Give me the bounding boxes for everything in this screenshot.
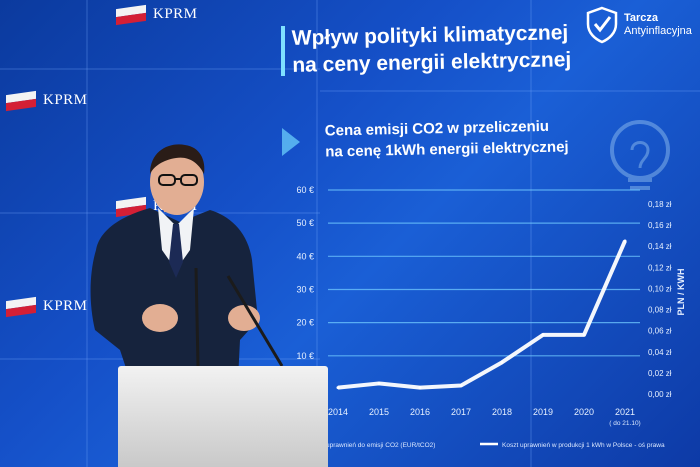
x-tick-label: 2020 xyxy=(574,407,594,417)
series-point xyxy=(459,384,463,388)
y-tick-label-left: 50 € xyxy=(296,218,314,228)
x-tick-label: 2019 xyxy=(533,407,553,417)
legend-right: Koszt uprawnień w produkcji 1 kWh w Pols… xyxy=(502,442,665,449)
y-tick-label-right: 0,18 zł xyxy=(648,200,672,209)
legend-left: uprawnień do emisji CO2 (EUR/tCO2) xyxy=(326,442,435,449)
x-tick-label: 2015 xyxy=(369,407,389,417)
speaker-left-hand xyxy=(142,304,178,332)
series-point xyxy=(623,239,627,243)
y-tick-label-right: 0,06 zł xyxy=(648,327,672,336)
y-tick-label-right: 0,12 zł xyxy=(648,263,672,272)
y-tick-label-right: 0,00 zł xyxy=(648,390,672,399)
tarcza-title: Tarcza xyxy=(624,12,659,24)
podium xyxy=(118,366,328,467)
series-line xyxy=(337,240,627,390)
series-point xyxy=(336,386,340,390)
y-axis-label-right: PLN / KWH xyxy=(676,269,686,316)
kprm-logo-text: KPRM xyxy=(153,6,198,22)
chevron-right-icon xyxy=(282,128,300,156)
x-tick-label: 2017 xyxy=(451,407,471,417)
title-accent-bar xyxy=(281,26,285,76)
y-tick-label-left: 60 € xyxy=(296,185,314,195)
y-tick-label-left: 10 € xyxy=(296,351,314,361)
tarcza-shield-icon xyxy=(586,6,618,44)
x-tick-note: ( do 21.10) xyxy=(609,420,640,427)
y-tick-label-right: 0,08 zł xyxy=(648,306,672,315)
kprm-logo: KPRM xyxy=(6,90,88,111)
panel-seam xyxy=(0,68,320,70)
speaker-suit xyxy=(90,208,258,380)
series-point xyxy=(418,386,422,390)
series-point xyxy=(500,360,504,364)
glasses-icon xyxy=(158,174,198,186)
kprm-logo-text: KPRM xyxy=(43,298,88,314)
x-tick-label: 2018 xyxy=(492,407,512,417)
panel-seam xyxy=(316,0,318,467)
series-point xyxy=(541,333,545,337)
x-tick-label: 2016 xyxy=(410,407,430,417)
y-tick-label-right: 0,14 zł xyxy=(648,242,672,251)
y-tick-label-left: 20 € xyxy=(296,318,314,328)
speaker-hair xyxy=(150,144,205,174)
lightbulb-icon xyxy=(610,120,670,190)
y-tick-label-right: 0,10 zł xyxy=(648,284,672,293)
kprm-logo: KPRM xyxy=(116,4,198,25)
speaker-head xyxy=(150,149,204,215)
y-tick-label-right: 0,02 zł xyxy=(648,369,672,378)
x-tick-label: 2021 xyxy=(615,407,635,417)
tarcza-subtitle: Antyinflacyjna xyxy=(624,25,692,37)
series-point xyxy=(582,333,586,337)
microphone-right xyxy=(226,275,284,367)
y-tick-label-left: 30 € xyxy=(296,284,314,294)
y-tick-label-right: 0,16 zł xyxy=(648,221,672,230)
kprm-logo: KPRM xyxy=(6,296,88,317)
microphone-left xyxy=(194,267,200,367)
panel-seam xyxy=(320,90,700,92)
y-tick-label-left: 40 € xyxy=(296,251,314,261)
panel-seam xyxy=(86,0,88,467)
x-tick-label: 2014 xyxy=(328,407,348,417)
tarcza-label: Tarcza Antyinflacyjna xyxy=(624,12,692,38)
speaker-tie xyxy=(169,224,183,278)
y-tick-label-right: 0,04 zł xyxy=(648,348,672,357)
kprm-logo-text: KPRM xyxy=(43,92,88,108)
panel-seam xyxy=(530,0,532,467)
series-point xyxy=(377,381,381,385)
speaker-right-hand xyxy=(228,305,260,331)
